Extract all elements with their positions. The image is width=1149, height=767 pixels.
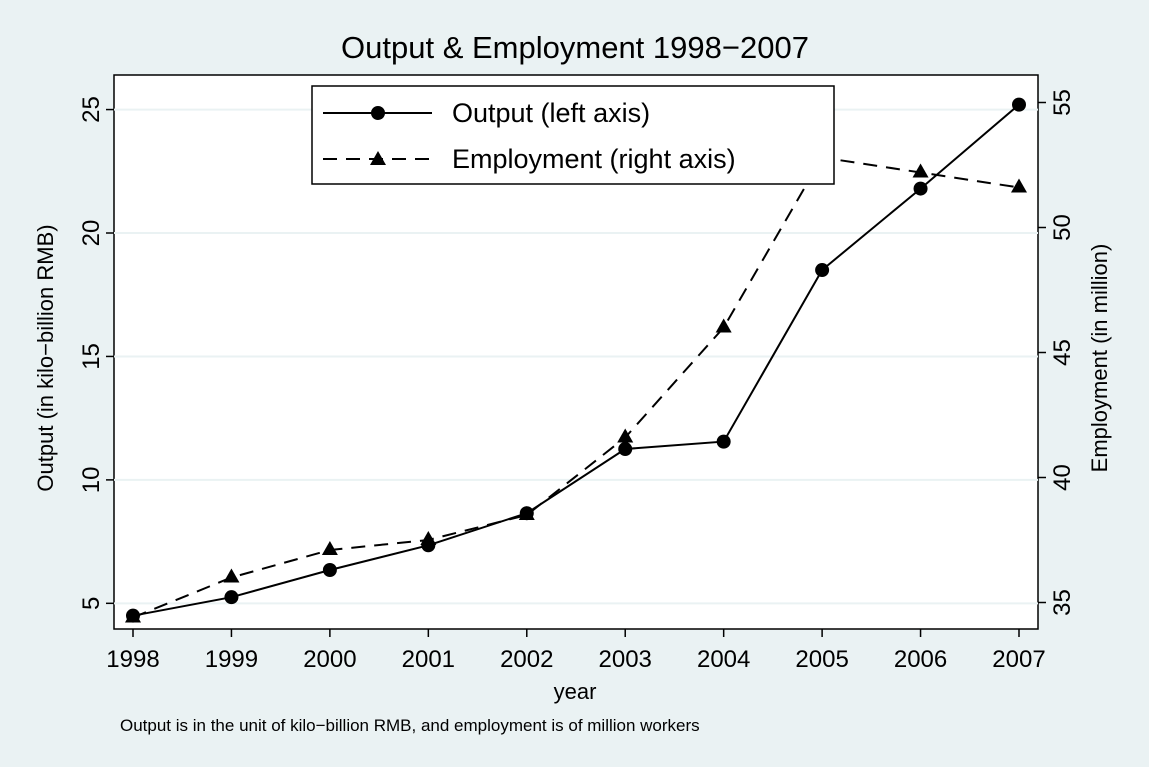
legend-employment-label: Employment (right axis) bbox=[452, 144, 736, 174]
axes: 5 10 15 20 25 35 40 45 50 55 1998 1999 2000 2001 2002 2… bbox=[78, 89, 1076, 673]
output-point bbox=[815, 263, 830, 278]
employment-point bbox=[715, 318, 732, 333]
x-tick-label: 2005 bbox=[795, 646, 848, 673]
x-axis-title: year bbox=[554, 679, 597, 704]
employment-series-line bbox=[132, 156, 1020, 619]
employment-point bbox=[125, 608, 141, 623]
x-tick-label: 2000 bbox=[303, 646, 356, 673]
output-point bbox=[322, 562, 337, 577]
y-axis-left-title: Output (in kilo−billion RMB) bbox=[33, 224, 58, 491]
y-right-tick-label: 50 bbox=[1049, 214, 1076, 241]
employment-point bbox=[1011, 178, 1027, 193]
legend: Output (left axis) Employment (right axi… bbox=[311, 85, 835, 185]
employment-point bbox=[420, 531, 437, 545]
y-left-tick-label: 25 bbox=[78, 96, 105, 123]
employment-point bbox=[617, 428, 634, 443]
output-point bbox=[224, 590, 239, 605]
legend-employment-marker bbox=[370, 151, 386, 165]
chart-title: Output & Employment 1998−2007 bbox=[341, 30, 809, 65]
output-point bbox=[1012, 97, 1026, 112]
x-tick-label: 1998 bbox=[106, 646, 159, 673]
series-layer bbox=[125, 97, 1027, 623]
chart-note: Output is in the unit of kilo−billion RM… bbox=[120, 716, 700, 735]
output-point bbox=[913, 181, 928, 196]
y-right-tick-label: 55 bbox=[1049, 89, 1076, 116]
employment-point bbox=[223, 568, 240, 583]
y-left-tick-label: 15 bbox=[78, 343, 105, 370]
y-right-tick-label: 40 bbox=[1049, 464, 1076, 491]
x-tick-label: 2007 bbox=[992, 646, 1045, 673]
x-tick-label: 2001 bbox=[402, 646, 455, 673]
x-tick-label: 1999 bbox=[205, 646, 258, 673]
legend-output-label: Output (left axis) bbox=[452, 98, 650, 128]
x-tick-label: 2002 bbox=[500, 646, 553, 673]
output-series-line bbox=[132, 103, 1020, 617]
legend-box bbox=[311, 85, 835, 185]
output-point bbox=[716, 434, 731, 449]
y-left-tick-label: 10 bbox=[78, 467, 105, 494]
y-axis-right-title: Employment (in million) bbox=[1087, 244, 1112, 473]
y-right-tick-label: 35 bbox=[1049, 589, 1076, 616]
employment-point bbox=[321, 541, 338, 555]
y-right-tick-label: 45 bbox=[1049, 339, 1076, 366]
output-point bbox=[618, 442, 633, 457]
x-tick-label: 2004 bbox=[697, 646, 750, 673]
y-left-tick-label: 20 bbox=[78, 220, 105, 247]
x-tick-label: 2003 bbox=[599, 646, 652, 673]
employment-point bbox=[912, 163, 929, 178]
x-tick-label: 2006 bbox=[894, 646, 947, 673]
y-left-tick-label: 5 bbox=[78, 597, 105, 610]
legend-output-marker bbox=[371, 106, 385, 120]
employment-point bbox=[518, 506, 535, 520]
